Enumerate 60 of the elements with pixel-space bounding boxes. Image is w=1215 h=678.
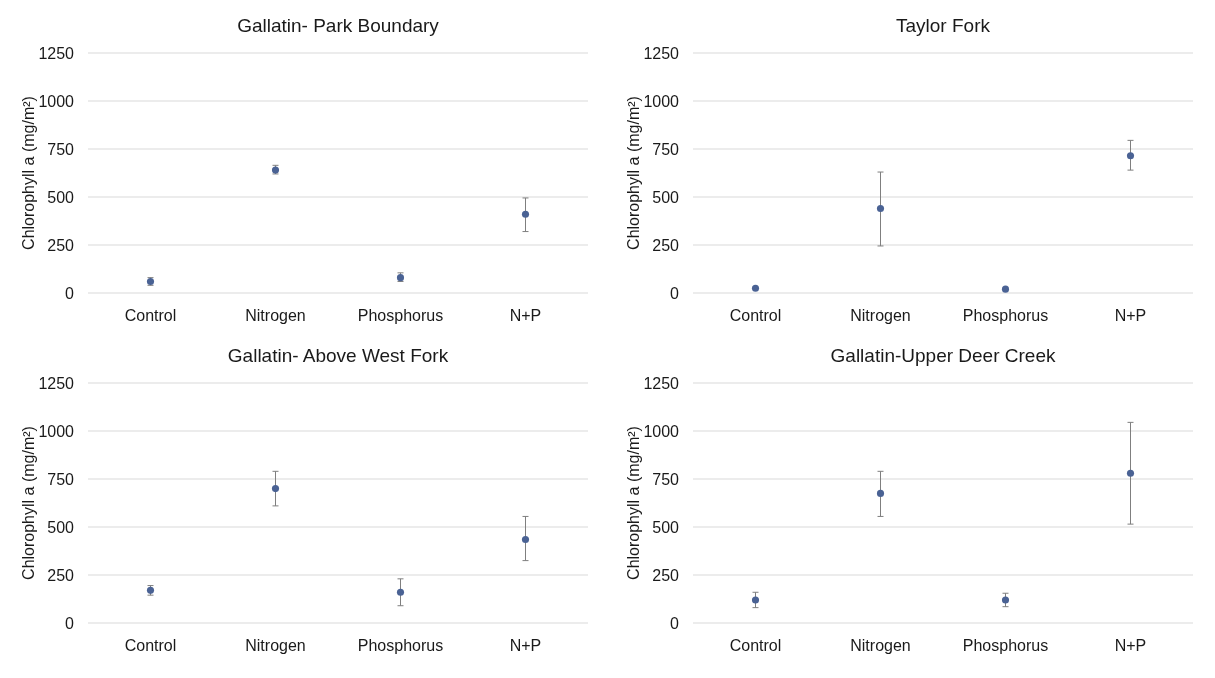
y-tick-label: 750 bbox=[47, 470, 75, 488]
y-axis-title: Chlorophyll a (mg/m²) bbox=[625, 96, 642, 250]
x-tick-label: Control bbox=[124, 637, 177, 654]
y-tick-label: 500 bbox=[652, 518, 680, 536]
y-tick-label: 1000 bbox=[38, 92, 75, 110]
x-tick-label: Phosphorus bbox=[357, 637, 444, 654]
y-tick-label: 250 bbox=[652, 236, 680, 254]
x-tick-label: Nitrogen bbox=[245, 307, 306, 324]
y-tick-label: 1000 bbox=[643, 422, 680, 440]
y-tick-label: 1250 bbox=[643, 374, 680, 392]
y-tick-label: 0 bbox=[670, 614, 680, 632]
chart-title: Gallatin- Park Boundary bbox=[237, 15, 440, 36]
y-tick-label: 0 bbox=[65, 614, 75, 632]
point bbox=[396, 588, 405, 596]
y-tick-label: 750 bbox=[652, 470, 680, 488]
point bbox=[1001, 285, 1010, 293]
x-tick-label: N+P bbox=[509, 637, 542, 654]
y-tick-label: 1000 bbox=[38, 422, 75, 440]
y-tick-label: 250 bbox=[47, 566, 75, 584]
x-tick-label: Nitrogen bbox=[850, 637, 911, 654]
x-tick-label: Nitrogen bbox=[245, 637, 306, 654]
x-tick-label: N+P bbox=[509, 307, 542, 324]
point bbox=[876, 489, 885, 497]
point bbox=[1001, 596, 1010, 604]
chart-title: Taylor Fork bbox=[896, 15, 991, 36]
y-axis-title: Chlorophyll a (mg/m²) bbox=[20, 426, 37, 580]
y-tick-label: 1000 bbox=[643, 92, 680, 110]
chart-title: Gallatin-Upper Deer Creek bbox=[830, 345, 1056, 366]
y-tick-label: 500 bbox=[47, 188, 75, 206]
point bbox=[521, 210, 530, 218]
point bbox=[751, 284, 760, 292]
x-tick-label: Nitrogen bbox=[850, 307, 911, 324]
x-tick-label: N+P bbox=[1114, 307, 1147, 324]
y-tick-label: 500 bbox=[47, 518, 75, 536]
y-tick-label: 250 bbox=[47, 236, 75, 254]
x-tick-label: Phosphorus bbox=[357, 307, 444, 324]
y-tick-label: 250 bbox=[652, 566, 680, 584]
y-tick-label: 1250 bbox=[38, 374, 75, 392]
point bbox=[1126, 469, 1135, 477]
x-tick-label: Control bbox=[124, 307, 177, 324]
point bbox=[521, 535, 530, 544]
y-axis-title: Chlorophyll a (mg/m²) bbox=[20, 96, 37, 250]
x-tick-label: Phosphorus bbox=[962, 307, 1049, 324]
y-axis-title: Chlorophyll a (mg/m²) bbox=[625, 426, 642, 580]
y-tick-label: 1250 bbox=[38, 44, 75, 62]
y-tick-label: 750 bbox=[652, 140, 680, 158]
point bbox=[271, 485, 280, 493]
chart-title: Gallatin- Above West Fork bbox=[227, 345, 449, 366]
y-tick-label: 500 bbox=[652, 188, 680, 206]
x-tick-label: Control bbox=[729, 637, 782, 654]
y-tick-label: 0 bbox=[65, 284, 75, 302]
point bbox=[751, 596, 760, 604]
y-tick-label: 1250 bbox=[643, 44, 680, 62]
x-tick-label: N+P bbox=[1114, 637, 1147, 654]
point bbox=[876, 204, 885, 213]
x-tick-label: Control bbox=[729, 307, 782, 324]
y-tick-label: 0 bbox=[670, 284, 680, 302]
point bbox=[1126, 152, 1135, 160]
y-tick-label: 750 bbox=[47, 140, 75, 158]
x-tick-label: Phosphorus bbox=[962, 637, 1049, 654]
